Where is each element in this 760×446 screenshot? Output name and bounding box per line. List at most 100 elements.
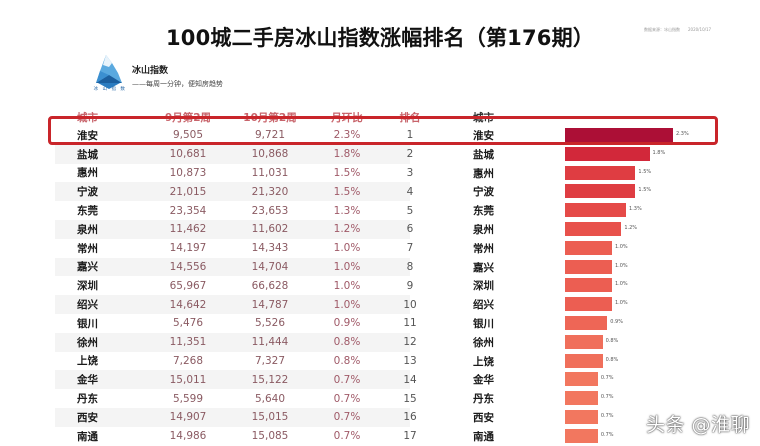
bar-value-label: 1.0% <box>614 300 628 307</box>
sep-value-cell: 65,967 <box>169 279 207 292</box>
city-cell: 淮安 <box>77 129 98 142</box>
bar <box>565 315 608 330</box>
table-row: 深圳 65,967 66,628 1.0% 9 <box>55 276 413 295</box>
oct-value-cell: 9,721 <box>254 129 286 142</box>
mom-change-cell: 1.0% <box>333 298 361 311</box>
table-header-row: 城市 9月第2周 10月第2周 月环比 排名 <box>55 108 421 126</box>
bar <box>565 259 612 274</box>
rank-cell: 7 <box>406 242 414 255</box>
mom-change-cell: 1.0% <box>333 279 361 292</box>
city-cell: 嘉兴 <box>77 261 98 274</box>
rank-cell: 12 <box>403 336 417 349</box>
city-cell: 惠州 <box>77 167 98 180</box>
bar-row: 淮安 2.3% <box>470 126 730 145</box>
mom-change-cell: 1.8% <box>333 148 361 161</box>
city-cell: 西安 <box>77 411 98 424</box>
table-row: 淮安 9,505 9,721 2.3% 1 <box>55 126 413 145</box>
city-cell: 南通 <box>77 430 98 443</box>
sep-value-cell: 10,873 <box>169 166 207 179</box>
bar-city-label: 东莞 <box>473 205 494 218</box>
mom-change-cell: 1.0% <box>333 260 361 273</box>
bar-city-label: 淮安 <box>473 130 494 142</box>
city-cell: 东莞 <box>77 205 98 218</box>
bar-value-label: 0.9% <box>610 318 623 325</box>
bar-value-label: 0.7% <box>600 412 614 419</box>
city-cell: 银川 <box>77 317 98 330</box>
bar-city-label: 嘉兴 <box>473 261 494 274</box>
city-cell: 徐州 <box>77 336 98 349</box>
bar-city-label: 宁波 <box>473 186 494 199</box>
oct-value-cell: 15,122 <box>251 373 289 386</box>
bar-value-label: 1.0% <box>614 262 628 269</box>
table-row: 东莞 23,354 23,653 1.3% 5 <box>55 201 413 220</box>
mom-change-cell: 0.7% <box>333 411 361 424</box>
bar <box>565 334 603 349</box>
bar-value-label: 0.7% <box>600 431 614 438</box>
sep-value-cell: 9,505 <box>172 129 204 142</box>
column-header-city: 城市 <box>77 111 98 124</box>
city-cell: 深圳 <box>77 280 98 293</box>
sep-value-cell: 23,354 <box>169 204 207 217</box>
bar-city-label: 绍兴 <box>473 299 494 312</box>
mom-change-cell: 1.2% <box>333 223 361 236</box>
source-meta: 数据来源：冰山指数 2020/10/17 <box>644 27 711 33</box>
ranking-table: 城市 9月第2周 10月第2周 月环比 排名 淮安 9,505 9,721 2.3% 1… <box>55 108 421 446</box>
bar-city-label: 惠州 <box>473 167 494 180</box>
bar <box>565 165 636 180</box>
bar <box>565 184 636 199</box>
table-row: 西安 14,907 15,015 0.7% 16 <box>55 407 417 427</box>
bar-value-label: 1.3% <box>629 206 642 213</box>
bar-row: 绍兴 1.0% <box>470 295 730 314</box>
sep-value-cell: 15,011 <box>169 373 207 386</box>
column-header-sep: 9月第2周 <box>164 111 212 124</box>
bar <box>565 203 627 218</box>
bar-row: 银川 0.9% <box>470 314 730 333</box>
brand-name: 冰山指数 <box>132 66 169 76</box>
table-row: 常州 14,197 14,343 1.0% 7 <box>55 239 413 258</box>
bar-city-label: 泉州 <box>473 223 494 236</box>
mom-change-cell: 0.9% <box>333 317 361 330</box>
meta-date: 2020/10/17 <box>688 27 712 32</box>
bar-row: 深圳 1.0% <box>470 276 730 295</box>
oct-value-cell: 21,320 <box>251 185 289 198</box>
sep-value-cell: 7,268 <box>172 354 204 367</box>
table-row: 宁波 21,015 21,320 1.5% 4 <box>55 182 413 202</box>
rank-cell: 14 <box>403 373 417 386</box>
oct-value-cell: 14,704 <box>251 260 289 273</box>
bar-value-label: 1.8% <box>652 149 666 156</box>
bar-row: 南通 0.7% <box>470 427 730 446</box>
rank-cell: 4 <box>406 185 414 198</box>
watermark: 头条 @淮聊 <box>646 414 751 436</box>
table-row: 惠州 10,873 11,031 1.5% 3 <box>55 164 413 183</box>
page-title: 100城二手房冰山指数涨幅排名（第176期） <box>165 26 595 50</box>
bar-row: 金华 0.7% <box>470 370 730 389</box>
rank-cell: 15 <box>403 392 417 405</box>
bar-value-label: 0.7% <box>600 375 614 382</box>
table-row: 丹东 5,599 5,640 0.7% 15 <box>55 389 417 408</box>
iceberg-logo-icon <box>96 55 122 89</box>
rank-cell: 13 <box>403 354 417 367</box>
oct-value-cell: 5,640 <box>254 392 286 405</box>
rank-cell: 1 <box>406 129 414 142</box>
bar-city-label: 金华 <box>473 374 494 387</box>
bar <box>565 409 598 424</box>
sep-value-cell: 14,556 <box>169 260 207 273</box>
rank-cell: 16 <box>403 411 417 424</box>
bar-row: 丹东 0.7% <box>470 389 730 408</box>
table-row: 金华 15,011 15,122 0.7% 14 <box>55 370 417 390</box>
bar <box>565 297 612 312</box>
bar <box>565 128 673 142</box>
oct-value-cell: 14,343 <box>251 242 289 255</box>
bar-value-label: 1.2% <box>624 224 638 231</box>
city-cell: 丹东 <box>77 393 98 406</box>
table-row: 泉州 11,462 11,602 1.2% 6 <box>55 219 413 239</box>
oct-value-cell: 11,444 <box>251 336 289 349</box>
bar <box>565 428 598 443</box>
bar-city-label: 深圳 <box>473 280 494 293</box>
table-row: 上饶 7,268 7,327 0.8% 13 <box>55 352 417 371</box>
city-cell: 绍兴 <box>77 299 98 312</box>
mom-change-cell: 0.8% <box>333 336 361 349</box>
sep-value-cell: 5,476 <box>172 317 204 330</box>
bar <box>565 278 612 293</box>
mom-change-cell: 0.7% <box>333 392 361 405</box>
